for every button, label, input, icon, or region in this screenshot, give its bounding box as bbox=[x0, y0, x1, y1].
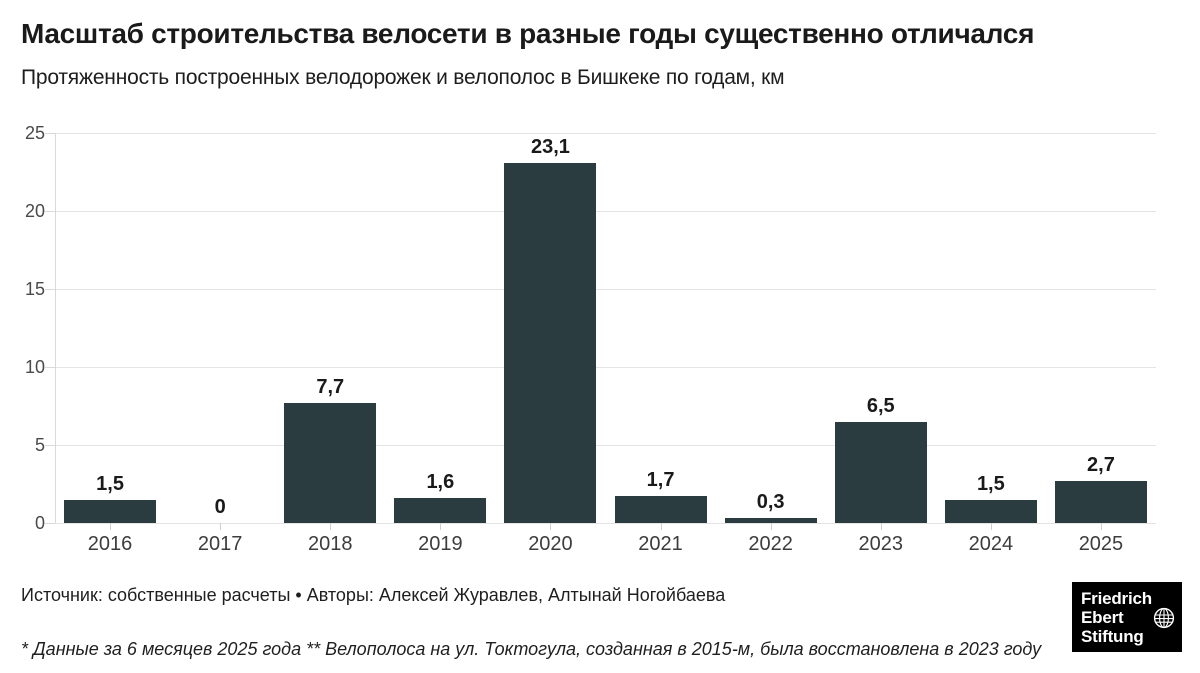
gridline bbox=[55, 445, 1156, 446]
x-axis-tick-label: 2022 bbox=[748, 533, 793, 555]
x-axis-tick bbox=[990, 523, 992, 530]
bar bbox=[1054, 480, 1147, 523]
bar-value-label: 0,3 bbox=[756, 491, 785, 514]
y-axis-tick bbox=[45, 523, 55, 524]
bar bbox=[614, 496, 707, 523]
bar-value-label: 1,5 bbox=[976, 472, 1005, 495]
x-axis-tick-label: 2024 bbox=[968, 533, 1014, 555]
logo-line-2: Ebert bbox=[1081, 608, 1124, 627]
x-axis-tick bbox=[660, 523, 662, 530]
logo-line-3: Stiftung bbox=[1081, 627, 1144, 646]
x-axis-tick bbox=[110, 523, 112, 530]
footnote-line: * Данные за 6 месяцев 2025 года ** Велоп… bbox=[21, 639, 1042, 659]
chart-subtitle: Протяженность построенных велодорожек и … bbox=[21, 66, 785, 89]
y-axis-tick bbox=[45, 445, 55, 446]
x-axis-tick-label: 2020 bbox=[528, 533, 573, 555]
x-axis-tick bbox=[770, 523, 772, 530]
bar bbox=[394, 498, 487, 523]
x-axis-tick-label: 2018 bbox=[308, 533, 353, 555]
y-axis-tick-label: 15 bbox=[24, 279, 45, 299]
bar-value-label: 1,7 bbox=[646, 469, 675, 492]
x-axis-tick-label: 2019 bbox=[418, 533, 463, 555]
bar-value-label: 1,5 bbox=[96, 472, 124, 495]
bar bbox=[834, 421, 927, 523]
x-axis-tick bbox=[1100, 523, 1102, 530]
bar-value-label: 1,6 bbox=[426, 471, 455, 494]
bar bbox=[284, 402, 377, 523]
x-axis-tick bbox=[220, 523, 222, 530]
y-axis-tick bbox=[45, 133, 55, 134]
gridline bbox=[55, 367, 1156, 368]
logo-line-1: Friedrich bbox=[1081, 589, 1152, 608]
x-axis-tick bbox=[880, 523, 882, 530]
bar-value-label: 23,1 bbox=[530, 135, 570, 158]
y-axis-tick bbox=[45, 289, 55, 290]
bar bbox=[64, 499, 157, 523]
gridline bbox=[55, 289, 1156, 290]
x-axis-tick bbox=[440, 523, 442, 530]
globe-icon bbox=[1153, 607, 1175, 634]
x-axis-tick-label: 2017 bbox=[197, 533, 243, 555]
y-axis-tick-label: 20 bbox=[24, 201, 45, 221]
x-axis-tick bbox=[550, 523, 552, 530]
x-axis-tick-label: 2025 bbox=[1078, 533, 1124, 555]
y-axis-tick bbox=[45, 211, 55, 212]
gridline bbox=[55, 211, 1156, 212]
bar-value-label: 2,7 bbox=[1087, 453, 1115, 476]
y-axis-tick-label: 25 bbox=[24, 123, 45, 143]
bar bbox=[944, 499, 1037, 523]
bar-value-label: 0 bbox=[214, 496, 226, 518]
y-axis-tick-label: 0 bbox=[34, 513, 45, 533]
source-authors-line: Источник: собственные расчеты • Авторы: … bbox=[21, 585, 726, 605]
x-axis-tick-label: 2023 bbox=[858, 533, 904, 555]
y-axis-tick-label: 5 bbox=[34, 435, 45, 455]
friedrich-ebert-stiftung-logo: Friedrich Ebert Stiftung bbox=[1072, 582, 1182, 652]
y-axis-tick bbox=[45, 367, 55, 368]
gridline bbox=[55, 133, 1156, 134]
bar bbox=[504, 162, 597, 523]
bar-value-label: 7,7 bbox=[316, 375, 345, 398]
y-axis-tick-label: 10 bbox=[24, 357, 45, 377]
x-axis-tick-label: 2021 bbox=[638, 533, 683, 555]
x-axis-tick-label: 2016 bbox=[87, 533, 133, 555]
y-axis-line bbox=[55, 133, 56, 523]
chart-title: Масштаб строительства велосети в разные … bbox=[21, 18, 1035, 49]
x-axis-tick bbox=[330, 523, 332, 530]
bar-value-label: 6,5 bbox=[866, 394, 895, 417]
gridline bbox=[55, 523, 1156, 524]
bar bbox=[724, 518, 817, 523]
